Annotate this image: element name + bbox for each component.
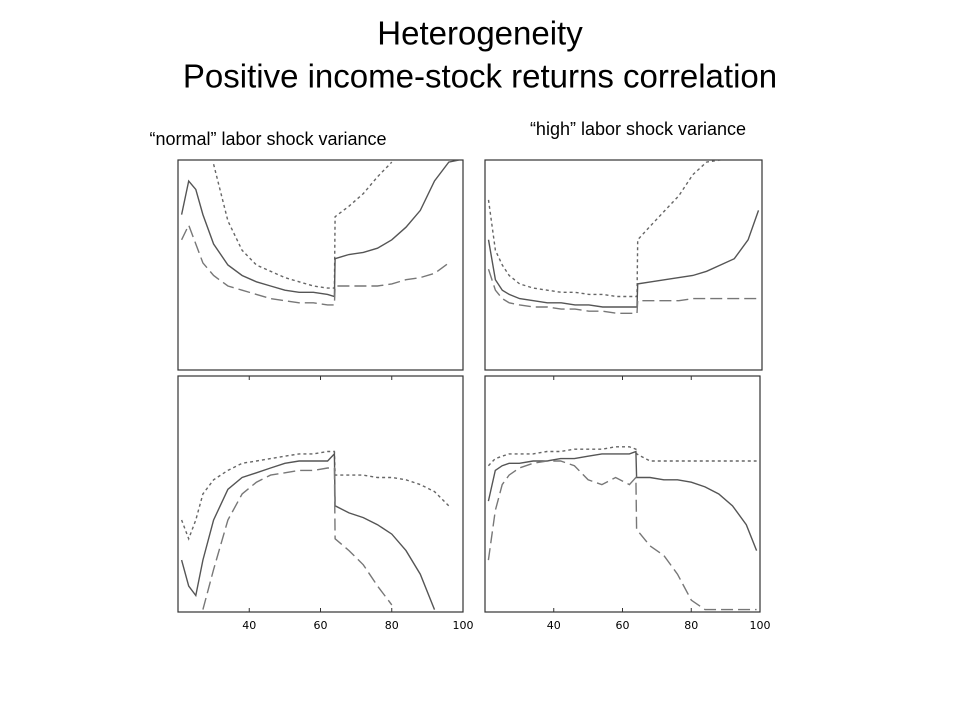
x-tick-label: 40 — [242, 619, 256, 632]
series-line — [487, 446, 757, 467]
series-line — [180, 223, 450, 306]
plot-frame — [177, 159, 464, 371]
series-line — [487, 450, 758, 551]
series-line — [212, 161, 393, 289]
plot-frame — [177, 375, 464, 613]
series-line — [487, 268, 759, 314]
x-tick-label: 60 — [314, 619, 328, 632]
series-line — [487, 460, 757, 611]
x-tick-label: 100 — [453, 619, 474, 632]
series-line — [180, 450, 450, 541]
x-tick-label: 80 — [684, 619, 698, 632]
series-line — [487, 160, 721, 298]
series-line — [180, 160, 460, 298]
panel-subtitle: “high” labor shock variance — [530, 119, 746, 139]
x-tick-label: 40 — [547, 619, 561, 632]
series-line — [202, 467, 393, 610]
x-tick-label: 80 — [385, 619, 399, 632]
series-line — [487, 210, 760, 308]
x-tick-label: 60 — [616, 619, 630, 632]
series-line — [180, 452, 436, 610]
plot-frame — [484, 159, 763, 371]
panel-subtitle: “normal” labor shock variance — [149, 129, 386, 149]
x-tick-label: 100 — [750, 619, 771, 632]
slide-title: Heterogeneity — [377, 15, 583, 52]
slide-title: Positive income-stock returns correlatio… — [183, 58, 777, 95]
